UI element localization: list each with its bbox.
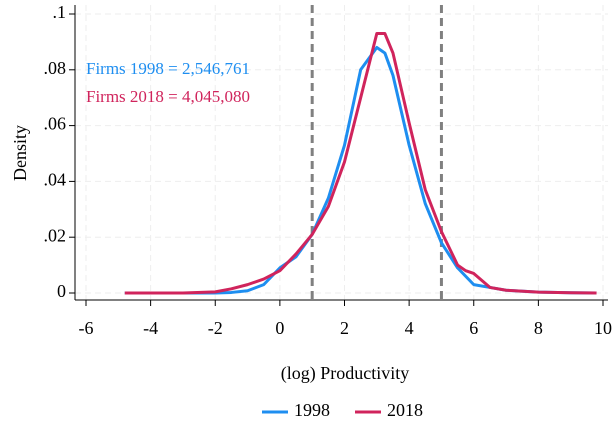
legend-label: 2018 [387, 400, 423, 420]
x-tick-label: 6 [469, 318, 478, 338]
x-tick-label: -6 [79, 318, 94, 338]
y-tick-label: .1 [53, 2, 67, 22]
x-tick-label: 0 [275, 318, 284, 338]
annotation: Firms 1998 = 2,546,761 [86, 59, 250, 78]
x-tick-label: -4 [143, 318, 158, 338]
annotation: Firms 2018 = 4,045,080 [86, 87, 250, 106]
y-tick-label: .02 [44, 225, 67, 245]
x-tick-label: 2 [340, 318, 349, 338]
x-axis-label: (log) Productivity [281, 363, 410, 384]
y-tick-label: .08 [44, 58, 67, 78]
y-tick-label: .06 [44, 114, 67, 134]
legend-label: 1998 [294, 400, 330, 420]
series-line [124, 45, 597, 295]
y-tick-label: .04 [44, 170, 67, 190]
x-tick-label: 4 [405, 318, 414, 338]
y-axis-label: Density [10, 125, 30, 181]
x-tick-label: 10 [594, 318, 612, 338]
x-tick-label: 8 [534, 318, 543, 338]
x-tick-label: -2 [208, 318, 223, 338]
series-line [124, 32, 597, 295]
y-tick-label: 0 [57, 281, 66, 301]
